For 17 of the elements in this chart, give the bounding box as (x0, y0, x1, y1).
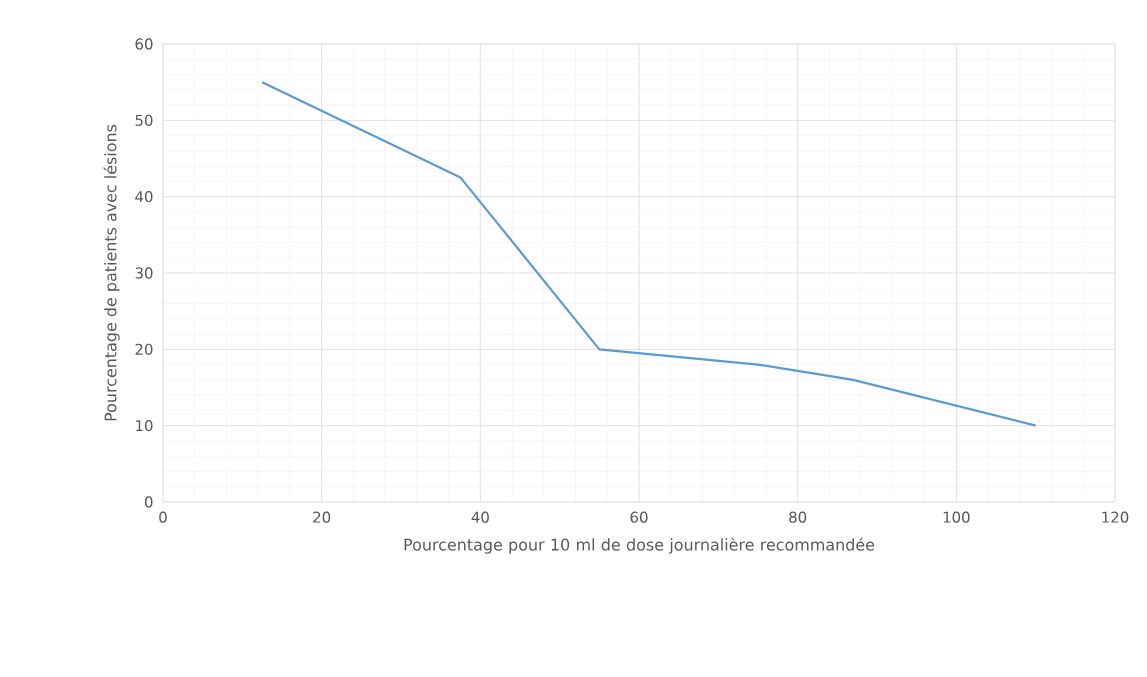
x-tick-label: 100 (943, 511, 970, 523)
y-tick-label: 50 (135, 114, 153, 126)
y-tick-label: 0 (144, 496, 153, 508)
y-axis-title: Pourcentage de patients avec lésions (103, 124, 120, 421)
y-tick-label: 10 (136, 420, 153, 432)
y-tick-label: 20 (135, 343, 153, 355)
y-tick-label: 30 (135, 267, 153, 279)
x-axis-title: Pourcentage pour 10 ml de dose journalière recommandée (404, 537, 875, 554)
y-tick-label: 60 (135, 38, 153, 50)
x-tick-label: 40 (471, 511, 489, 523)
line-series (261, 81, 1037, 427)
x-tick-label: 0 (159, 511, 167, 523)
x-tick-label: 120 (1102, 511, 1129, 523)
x-tick-label: 80 (789, 511, 807, 523)
y-tick-label: 40 (135, 191, 153, 203)
x-tick-label: 60 (630, 511, 648, 523)
x-tick-label: 20 (313, 511, 331, 523)
